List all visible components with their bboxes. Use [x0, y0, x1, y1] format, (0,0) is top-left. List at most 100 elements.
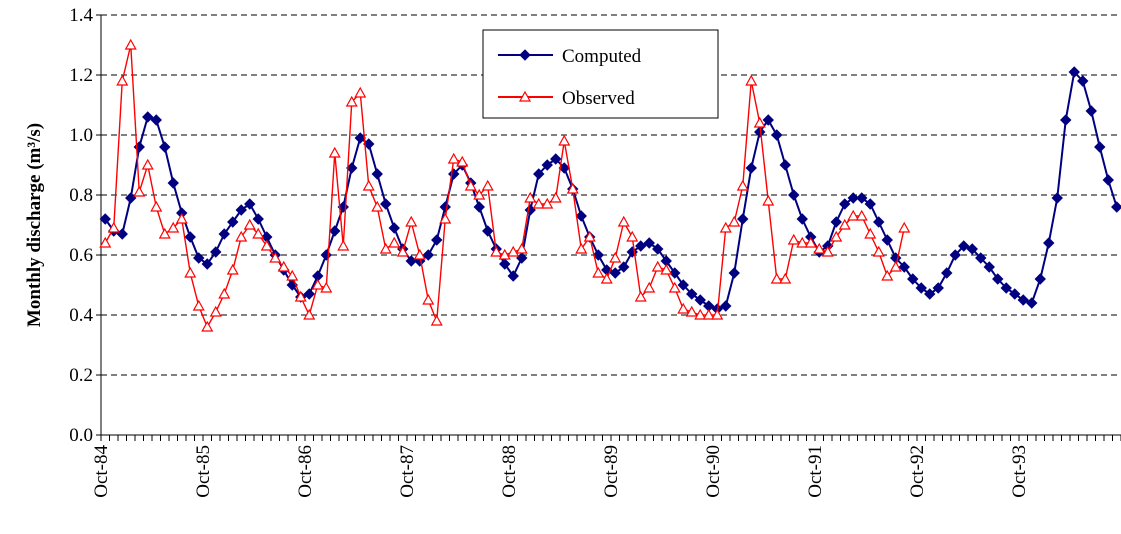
data-point [1043, 237, 1055, 249]
data-point [779, 159, 791, 171]
data-point [600, 272, 613, 284]
data-point [413, 248, 426, 260]
x-tick-label: Oct-91 [805, 445, 826, 498]
data-point [1094, 141, 1106, 153]
data-point [533, 168, 545, 180]
data-point [243, 218, 256, 230]
data-point [388, 236, 401, 248]
data-point [515, 242, 528, 254]
data-point [694, 294, 706, 306]
data-point [677, 302, 690, 314]
data-point [1111, 201, 1121, 213]
data-point [524, 204, 536, 216]
data-point [184, 231, 196, 243]
data-point [813, 242, 826, 254]
data-point [482, 225, 494, 237]
data-point [345, 95, 358, 107]
data-point [745, 74, 758, 86]
data-point [856, 192, 868, 204]
data-point [252, 213, 264, 225]
data-point [1102, 174, 1114, 186]
data-point [855, 209, 868, 221]
data-point [244, 198, 256, 210]
data-point [566, 182, 579, 194]
data-point [380, 198, 392, 210]
data-point [549, 191, 562, 203]
y-tick-label: 1.0 [69, 125, 93, 146]
data-point [201, 320, 214, 332]
data-point [617, 215, 630, 227]
data-point [839, 198, 851, 210]
data-point [702, 308, 715, 320]
data-point [609, 251, 622, 263]
data-point [686, 288, 698, 300]
data-point [481, 179, 494, 191]
data-point [949, 249, 961, 261]
data-point [821, 245, 834, 257]
data-point [941, 267, 953, 279]
data-point [847, 192, 859, 204]
data-point [992, 273, 1004, 285]
data-point [524, 191, 537, 203]
data-point [830, 216, 842, 228]
data-point [371, 168, 383, 180]
data-point [167, 221, 180, 233]
data-point [328, 146, 341, 158]
data-point [159, 141, 171, 153]
data-point [422, 293, 435, 305]
data-point [227, 216, 239, 228]
data-point [99, 213, 111, 225]
data-point [753, 116, 766, 128]
data-point [226, 263, 239, 275]
data-point [754, 126, 766, 138]
data-point [252, 227, 265, 239]
data-point [541, 197, 554, 209]
data-point [796, 213, 808, 225]
data-point [439, 212, 452, 224]
data-point [388, 222, 400, 234]
data-point [898, 261, 910, 273]
y-tick-label: 0.0 [69, 425, 93, 446]
y-tick-label: 0.8 [69, 185, 93, 206]
data-point [720, 300, 732, 312]
data-point [881, 269, 894, 281]
data-point [1068, 66, 1080, 78]
data-point [635, 240, 647, 252]
data-point [651, 260, 664, 272]
data-point [498, 248, 511, 260]
data-point [838, 218, 851, 230]
data-point [728, 267, 740, 279]
data-point [889, 260, 902, 272]
data-point [431, 234, 443, 246]
data-point [575, 210, 587, 222]
data-point [737, 213, 749, 225]
data-point [694, 308, 707, 320]
data-point [320, 249, 332, 261]
data-point [634, 290, 647, 302]
data-point [1026, 297, 1038, 309]
data-point [1017, 294, 1029, 306]
data-point [235, 204, 247, 216]
x-tick-label: Oct-88 [499, 445, 520, 498]
data-point [175, 212, 188, 224]
x-tick-label: Oct-84 [91, 445, 112, 498]
data-point [745, 162, 757, 174]
data-point [932, 282, 944, 294]
data-point [218, 228, 230, 240]
data-point [1085, 105, 1097, 117]
data-point [958, 240, 970, 252]
data-point [133, 185, 146, 197]
y-tick-label: 1.2 [69, 65, 93, 86]
data-point [1060, 114, 1072, 126]
data-point [1000, 282, 1012, 294]
data-point [685, 305, 698, 317]
legend-label: Computed [562, 46, 642, 67]
data-point [150, 200, 163, 212]
data-point [975, 252, 987, 264]
data-point [329, 225, 341, 237]
data-point [669, 267, 681, 279]
data-point [201, 258, 213, 270]
data-point [405, 215, 418, 227]
data-point [379, 242, 392, 254]
data-point [873, 216, 885, 228]
